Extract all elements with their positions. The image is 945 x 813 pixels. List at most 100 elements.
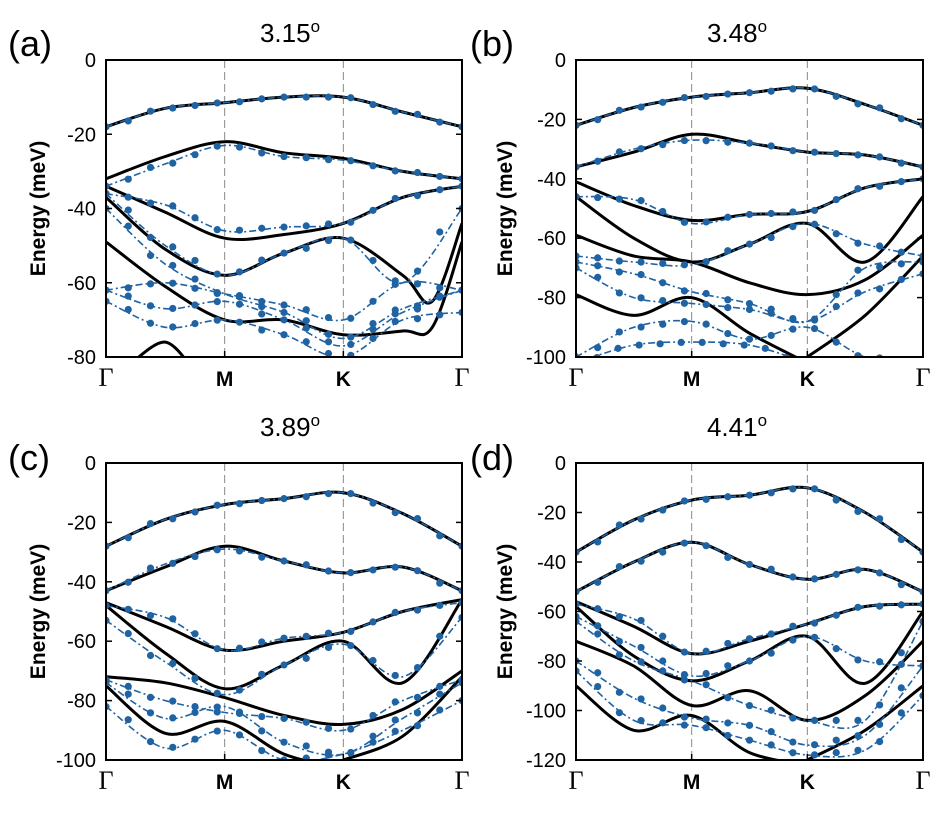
band-data-point — [702, 137, 710, 145]
band-data-point — [191, 101, 199, 110]
band-data-point — [876, 720, 884, 729]
model-band-line — [106, 684, 309, 760]
band-data-point — [146, 163, 155, 172]
band-data-point — [702, 669, 710, 678]
band-data-point — [124, 284, 132, 292]
band-data-point — [767, 649, 775, 657]
band-data-point — [897, 178, 905, 186]
band-data-point — [302, 306, 310, 314]
band-data-point — [169, 743, 177, 751]
band-data-point — [347, 351, 355, 357]
fit-band-line — [576, 222, 923, 267]
x-tick-label: M — [683, 771, 701, 794]
band-data-point — [724, 553, 732, 562]
band-data-point — [235, 547, 244, 555]
band-data-point — [413, 168, 422, 177]
band-data-point — [413, 606, 422, 614]
band-data-point — [876, 658, 884, 666]
band-data-point — [280, 331, 288, 339]
band-data-point — [854, 185, 862, 193]
band-data-point — [789, 85, 797, 93]
band-data-point — [413, 280, 422, 288]
band-data-point — [391, 698, 399, 706]
band-data-point — [724, 329, 732, 338]
band-data-point — [436, 186, 444, 194]
band-data-point — [213, 289, 221, 298]
band-data-point — [615, 106, 623, 114]
band-data-point — [635, 341, 643, 349]
band-data-point — [347, 314, 355, 322]
band-data-point — [767, 741, 775, 749]
band-data-point — [235, 292, 244, 300]
model-band-line — [136, 340, 186, 357]
band-data-point — [413, 693, 422, 701]
band-data-point — [745, 240, 754, 248]
band-data-point — [854, 732, 862, 740]
band-data-point — [702, 258, 710, 266]
band-data-point — [258, 95, 266, 103]
band-data-point — [280, 557, 288, 565]
band-data-point — [258, 326, 266, 334]
band-data-point — [745, 491, 754, 499]
band-data-point — [235, 226, 244, 234]
band-data-point — [324, 643, 333, 652]
band-data-point — [724, 694, 732, 702]
band-data-point — [897, 581, 905, 589]
band-data-point — [169, 323, 177, 331]
band-data-point — [169, 261, 177, 270]
series-group — [106, 489, 462, 760]
band-data-point — [213, 501, 221, 509]
band-data-point — [191, 319, 199, 328]
band-data-point — [702, 300, 710, 309]
band-data-point — [724, 493, 732, 501]
panel-title: 3.48o — [707, 17, 767, 48]
band-data-point — [258, 747, 266, 755]
band-data-point — [659, 207, 667, 216]
band-data-point — [169, 304, 177, 313]
band-data-point — [897, 159, 905, 167]
y-axis-label: Energy (meV) — [494, 141, 517, 276]
band-data-point — [436, 579, 444, 587]
band-data-point — [280, 93, 288, 101]
band-data-point — [615, 257, 623, 265]
band-data-point — [124, 175, 132, 183]
band-data-point — [745, 210, 754, 219]
band-data-point — [702, 320, 710, 328]
y-tick-label: -80 — [537, 288, 566, 310]
panel-label: (c) — [8, 437, 50, 478]
band-data-point — [854, 239, 862, 247]
y-tick-label: -100 — [526, 701, 566, 723]
band-data-point — [615, 651, 623, 659]
band-data-point — [369, 334, 377, 343]
band-data-point — [369, 162, 377, 170]
band-data-point — [724, 90, 732, 98]
y-tick-label: 0 — [85, 453, 96, 475]
band-data-point — [832, 338, 840, 346]
band-data-point — [369, 319, 377, 328]
band-data-point — [213, 708, 221, 716]
band-data-point — [347, 236, 355, 244]
band-data-point — [659, 296, 667, 305]
band-data-point — [169, 104, 177, 112]
model-band-line — [106, 184, 462, 242]
band-data-point — [637, 658, 645, 666]
band-data-point — [832, 736, 840, 744]
band-data-point — [324, 490, 333, 498]
band-data-point — [191, 552, 199, 561]
panel-title: 3.15o — [260, 17, 320, 48]
band-data-point — [854, 151, 862, 159]
panel-label: (d) — [470, 437, 514, 478]
band-data-point — [258, 302, 266, 311]
y-tick-label: -60 — [537, 228, 566, 250]
band-data-point — [436, 532, 444, 540]
band-data-point — [302, 742, 310, 750]
band-data-point — [659, 704, 667, 712]
band-data-point — [789, 573, 797, 581]
band-data-point — [810, 716, 819, 725]
y-tick-label: -20 — [67, 124, 96, 146]
band-data-point — [702, 724, 710, 732]
band-data-point — [767, 309, 775, 317]
band-data-point — [789, 147, 797, 155]
band-data-point — [594, 273, 602, 281]
